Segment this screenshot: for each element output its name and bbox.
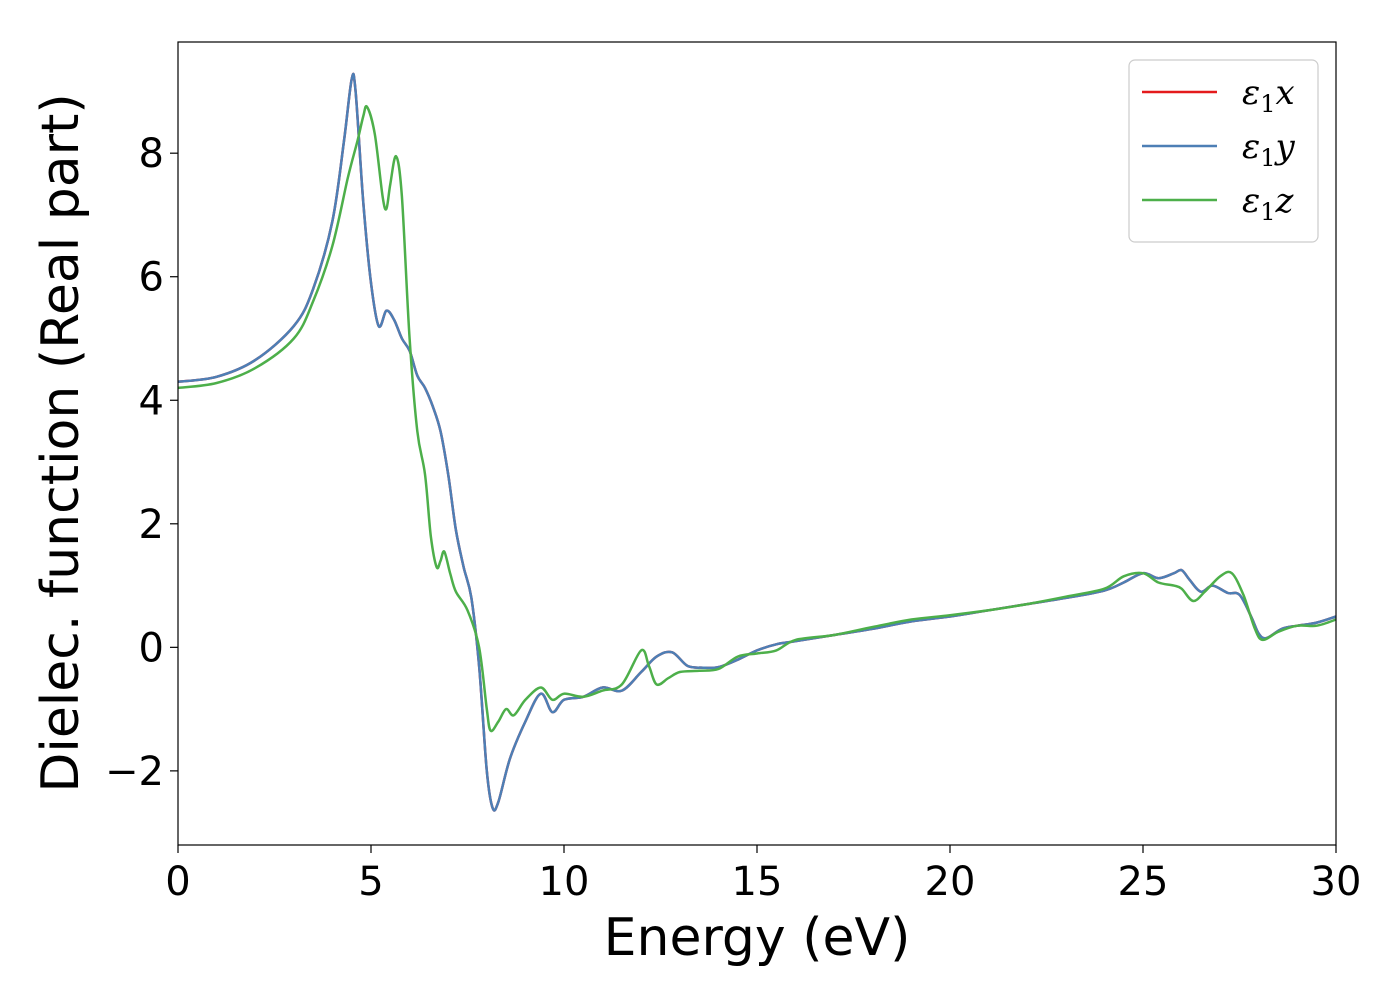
y-tick-label: 8 xyxy=(139,131,164,177)
legend-label-x: ε1x xyxy=(1242,73,1295,118)
x-axis-label: Energy (eV) xyxy=(604,908,911,968)
legend-label-sub: 1 xyxy=(1260,198,1275,226)
x-tick-label: 20 xyxy=(925,859,976,905)
legend-label-sub: 1 xyxy=(1260,144,1275,172)
x-tick-label: 0 xyxy=(165,859,190,905)
legend-label-suffix: y xyxy=(1274,127,1296,167)
legend-label-main: ε xyxy=(1242,181,1260,221)
legend-label-main: ε xyxy=(1242,73,1260,113)
legend-label-suffix: z xyxy=(1275,181,1295,221)
x-tick-label: 15 xyxy=(732,859,783,905)
series-line-z xyxy=(177,104,1337,733)
x-axis: 0 5 10 15 20 25 30 xyxy=(165,845,1361,905)
y-tick-label: 2 xyxy=(139,502,164,548)
y-tick-label: 0 xyxy=(139,625,164,671)
series-layer xyxy=(177,72,1337,812)
x-tick-label: 5 xyxy=(358,859,383,905)
y-tick-label: 6 xyxy=(139,255,164,301)
x-tick-label: 30 xyxy=(1311,859,1362,905)
y-axis: −2 0 2 4 6 8 xyxy=(105,131,178,795)
y-tick-label: 4 xyxy=(139,378,164,424)
y-axis-label: Dielec. function (Real part) xyxy=(31,93,91,792)
legend-label-y: ε1y xyxy=(1242,127,1296,172)
legend-box xyxy=(1128,59,1319,243)
y-tick-label: −2 xyxy=(105,749,164,795)
legend-label-z: ε1z xyxy=(1242,181,1295,226)
x-tick-label: 25 xyxy=(1118,859,1169,905)
legend-label-sub: 1 xyxy=(1260,90,1275,118)
legend-label-main: ε xyxy=(1242,127,1260,167)
legend-label-suffix: x xyxy=(1276,73,1295,113)
x-tick-label: 10 xyxy=(539,859,590,905)
